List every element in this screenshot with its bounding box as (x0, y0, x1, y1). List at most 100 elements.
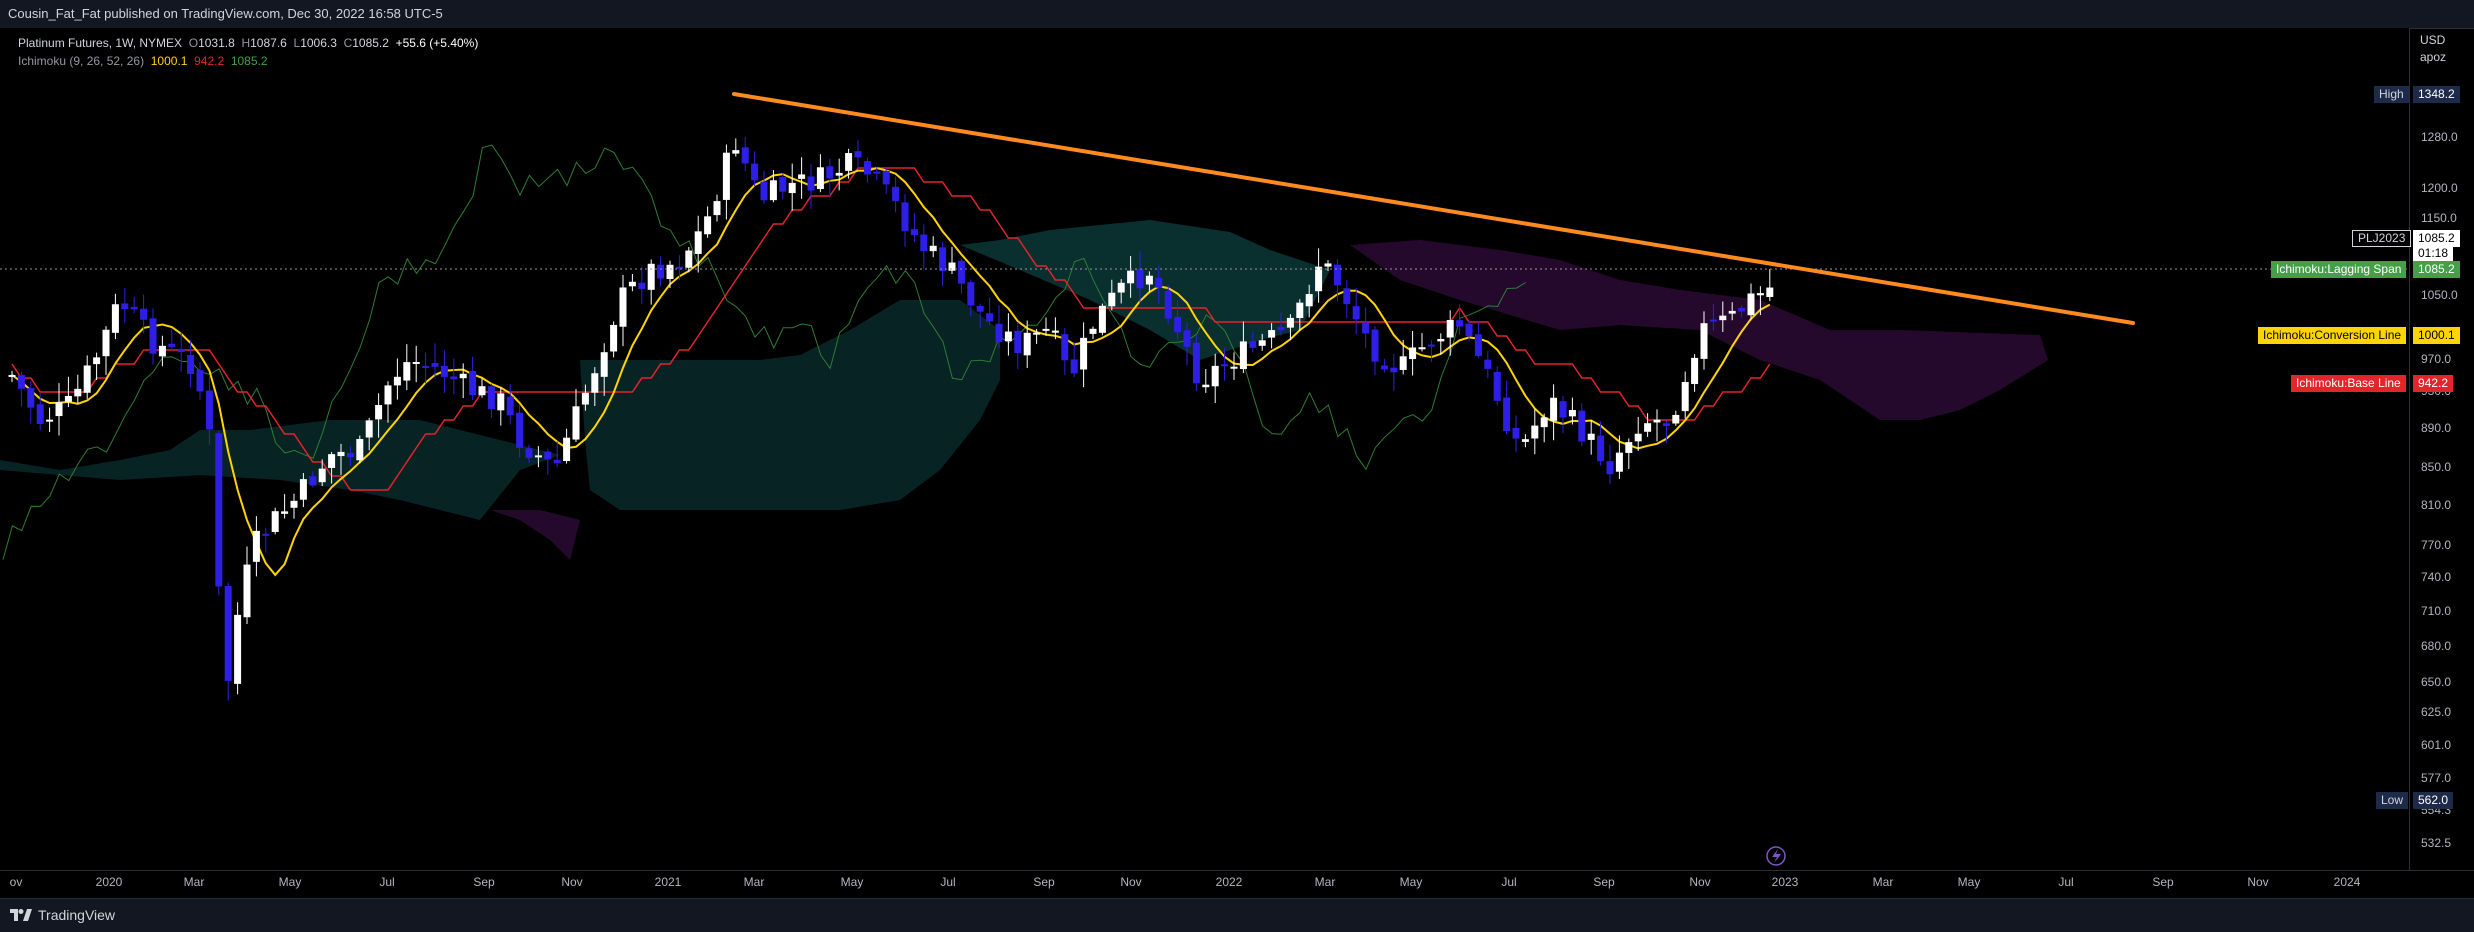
candle-body (1719, 315, 1727, 321)
conversion-line-value-tag: 1000.1 (2413, 327, 2460, 344)
candle-body (102, 329, 110, 357)
symbol-name[interactable]: Platinum Futures, 1W, NYMEX (18, 36, 183, 50)
candle-body (920, 234, 928, 252)
candle-body (1700, 323, 1708, 359)
candle-body (675, 266, 683, 269)
candle-body (835, 172, 843, 176)
candle-body (1315, 266, 1323, 292)
candle-body (1634, 433, 1642, 442)
candle-body (1681, 381, 1689, 412)
candle-body (788, 182, 796, 194)
footer-bar: TradingView (0, 898, 2474, 932)
candle-body (1691, 357, 1699, 385)
candle-body (1474, 334, 1482, 357)
high-value-tag: 1348.2 (2413, 86, 2460, 103)
candle-body (1653, 419, 1661, 423)
candle-body (1644, 423, 1652, 432)
low-label: L (293, 36, 301, 50)
x-tick-label: 2023 (1772, 875, 1799, 889)
candle-body (1587, 433, 1595, 440)
resistance-trendline[interactable] (732, 92, 2135, 325)
candle-body (158, 345, 166, 357)
y-tick-label: 625.0 (2421, 705, 2451, 719)
last-price-tag: 1085.2 (2413, 230, 2460, 247)
y-axis[interactable]: 1280.01200.01150.01050.0970.0930.0890.08… (2421, 130, 2458, 850)
x-axis[interactable]: ov 2020 Mar May Jul Sep Nov 2021 Mar May Jul Sep Nov… (10, 875, 2361, 889)
candle-body (760, 181, 768, 201)
candle-body (1484, 359, 1492, 369)
candle-body (1023, 332, 1031, 356)
close-label: C (343, 36, 353, 50)
candle-body (694, 231, 702, 254)
base-line-value-tag: 942.2 (2413, 375, 2454, 392)
candle-body (1625, 442, 1633, 453)
indicator-name[interactable]: Ichimoku (9, 26, 52, 26) (18, 54, 145, 68)
ichimoku-lagging-span (2, 144, 1527, 560)
base-line-tag: Ichimoku:Base Line (2291, 375, 2406, 392)
candle-body (1108, 292, 1116, 307)
candle-body (1371, 329, 1379, 362)
candle-body (1503, 397, 1511, 432)
low-value: 1006.3 (300, 36, 337, 50)
candle-body (337, 451, 345, 457)
tradingview-logo[interactable]: TradingView (10, 907, 115, 923)
candle-body (478, 386, 486, 396)
candle-body (1540, 417, 1548, 428)
candle-body (1117, 282, 1125, 293)
candle-body (1747, 293, 1755, 316)
candle-body (1521, 439, 1529, 442)
candle-body (600, 352, 608, 377)
y-tick-label: 680.0 (2421, 639, 2451, 653)
candle-body (882, 170, 890, 185)
candle-body (591, 373, 599, 393)
open-label: O (188, 36, 199, 50)
candle-body (1164, 290, 1172, 319)
candle-body (685, 250, 693, 268)
candle-body (36, 404, 44, 424)
candle-body (1352, 306, 1360, 320)
x-tick-label: Jul (1501, 875, 1516, 889)
y-tick-label: 1280.0 (2421, 130, 2458, 144)
indicator-legend-row: Ichimoku (9, 26, 52, 26) 1000.1 942.2 10… (18, 52, 478, 70)
candle-body (318, 468, 326, 483)
y-axis-border (2409, 28, 2410, 870)
candle-body (1249, 340, 1257, 348)
y-tick-label: 1050.0 (2421, 288, 2458, 302)
candle-body (299, 479, 307, 500)
candle-body (741, 147, 749, 164)
close-value: 1085.2 (352, 36, 389, 50)
y-tick-label: 577.0 (2421, 771, 2451, 785)
lagging-span-value-tag: 1085.2 (2413, 261, 2460, 278)
candle-body (610, 324, 618, 352)
candle-body (1606, 461, 1614, 475)
candle-body (845, 153, 853, 171)
candle-body (262, 533, 270, 536)
candle-body (1098, 305, 1106, 333)
base-legend-value: 942.2 (194, 54, 225, 68)
ichimoku-cloud (0, 200, 2048, 560)
candle-body (929, 245, 937, 252)
candle-body (309, 476, 317, 486)
candle-body (751, 163, 759, 181)
candle-body (1766, 287, 1774, 297)
scale-mode-label[interactable]: apoz (2420, 50, 2447, 64)
candle-body (1070, 359, 1078, 374)
candle-body (1343, 288, 1351, 305)
candle-body (1286, 317, 1294, 328)
candle-body (196, 370, 204, 392)
x-tick-label: Nov (2247, 875, 2268, 889)
tradingview-icon (10, 909, 32, 921)
candle-body (995, 323, 1003, 343)
open-value: 1031.8 (198, 36, 235, 50)
ichimoku-base-line (11, 167, 1771, 491)
tradingview-brand: TradingView (38, 907, 116, 923)
y-tick-label: 970.0 (2421, 352, 2451, 366)
candle-body (1089, 328, 1097, 334)
candle-body (1192, 342, 1200, 384)
candle-body (1258, 340, 1266, 346)
candle-body (1550, 397, 1558, 421)
candle-body (281, 511, 289, 514)
lightning-icon[interactable] (1766, 846, 1786, 866)
candle-body (17, 375, 25, 389)
